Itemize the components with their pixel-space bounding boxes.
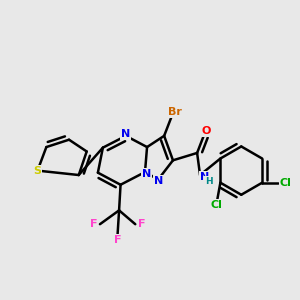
- Text: N: N: [121, 129, 130, 140]
- Text: F: F: [114, 235, 122, 245]
- Text: S: S: [34, 166, 41, 176]
- Text: F: F: [138, 219, 146, 229]
- Text: N: N: [200, 172, 209, 182]
- Text: F: F: [90, 219, 97, 229]
- Text: Cl: Cl: [280, 178, 292, 188]
- Text: N: N: [154, 176, 164, 186]
- Text: Br: Br: [168, 107, 182, 117]
- Text: O: O: [201, 126, 211, 136]
- Text: N: N: [142, 169, 151, 178]
- Text: H: H: [205, 177, 213, 186]
- Text: Cl: Cl: [210, 200, 222, 210]
